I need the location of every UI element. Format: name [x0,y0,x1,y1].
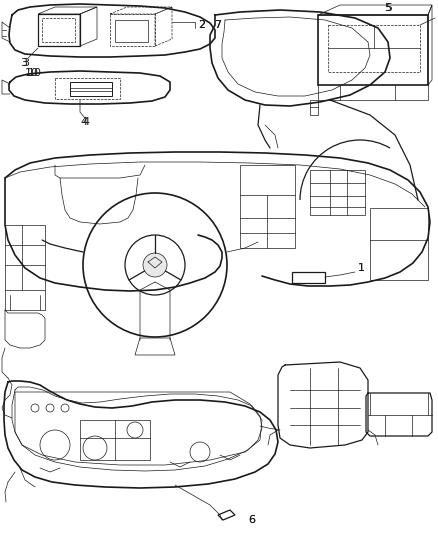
Text: 7: 7 [214,20,221,30]
Text: 2: 2 [198,20,205,30]
Text: 5: 5 [384,3,391,13]
Text: 6: 6 [248,515,255,525]
Text: 1: 1 [358,263,365,273]
Text: 10: 10 [28,68,42,78]
Text: 2: 2 [198,20,205,30]
Text: 10: 10 [25,68,39,78]
Text: 4: 4 [80,117,87,127]
Text: 5: 5 [385,3,392,13]
Text: 6: 6 [248,515,255,525]
Text: 3: 3 [20,58,27,68]
Text: 3: 3 [22,58,29,68]
Circle shape [143,253,167,277]
Text: 4: 4 [82,117,89,127]
Text: 1: 1 [358,263,365,273]
Text: 7: 7 [214,20,221,30]
